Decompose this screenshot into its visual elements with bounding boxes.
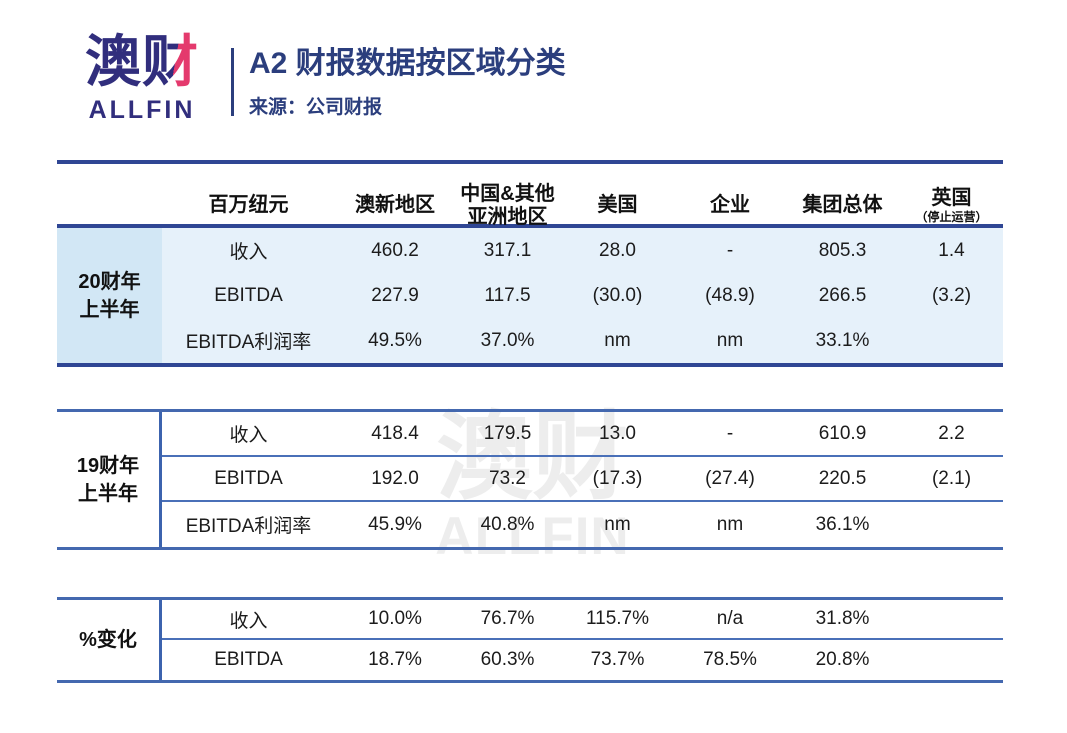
table-cell: 28.0 bbox=[599, 239, 636, 261]
row-label: EBITDA bbox=[162, 457, 335, 502]
watermark-en: ALLFIN bbox=[435, 507, 630, 566]
table-cell: (27.4) bbox=[675, 457, 785, 502]
table-cell: 192.0 bbox=[335, 457, 455, 502]
block-pct-change: %变化 收入 10.0% 76.7% 115.7% n/a 31.8% EBIT… bbox=[57, 597, 1003, 683]
table-cell: nm bbox=[716, 513, 744, 535]
table-cell: (2.1) bbox=[900, 457, 1003, 502]
financial-table: 澳财 ALLFIN 百万纽元 澳新地区 中国&其他 亚洲地区 美国 企业 集团总… bbox=[57, 160, 1003, 683]
table-cell: 45.9% bbox=[368, 513, 422, 535]
row-label: 收入 bbox=[162, 600, 335, 640]
table-cell: 49.5% bbox=[368, 329, 422, 351]
table-cell: 610.9 bbox=[785, 412, 900, 457]
table-cell: 13.0 bbox=[560, 412, 675, 457]
logo-cn-text: 澳财 bbox=[62, 34, 222, 90]
table-cell: - bbox=[726, 239, 734, 261]
table-cell: n/a bbox=[675, 600, 785, 640]
table-cell: nm bbox=[604, 513, 631, 535]
table-cell: 179.5 bbox=[455, 412, 560, 457]
table-cell: 36.1% bbox=[815, 513, 870, 535]
table-cell: 76.7% bbox=[455, 600, 560, 640]
table-cell: 317.1 bbox=[483, 239, 532, 261]
block-spacer bbox=[57, 367, 1003, 409]
table-cell: 115.7% bbox=[560, 600, 675, 640]
header-col-china-asia: 中国&其他 亚洲地区 bbox=[460, 182, 555, 228]
group-label-fy19: 19财年 上半年 bbox=[57, 412, 162, 547]
brand-logo: 澳财 ALLFIN bbox=[62, 34, 222, 125]
table-cell: 418.4 bbox=[335, 412, 455, 457]
table-cell: (3.2) bbox=[931, 284, 972, 306]
row-label: EBITDA bbox=[214, 284, 283, 306]
logo-en-text: ALLFIN bbox=[88, 96, 196, 124]
table-cell: 227.9 bbox=[371, 284, 419, 306]
table-cell: 73.7% bbox=[590, 649, 645, 670]
logo-char-ao: 澳 bbox=[85, 30, 142, 93]
block-fy20-h1: 20财年 上半年 收入 460.2 317.1 28.0 - 805.3 1.4… bbox=[57, 228, 1003, 367]
table-cell: (17.3) bbox=[560, 457, 675, 502]
header-col-uk-sublabel: （停止运营） bbox=[915, 210, 988, 224]
table-cell: 2.2 bbox=[900, 412, 1003, 457]
header-col-corporate: 企业 bbox=[710, 194, 750, 217]
header-col-anz: 澳新地区 bbox=[355, 194, 435, 217]
table-cell: 78.5% bbox=[703, 649, 757, 670]
table-cell: 220.5 bbox=[785, 457, 900, 502]
table-cell: (30.0) bbox=[592, 284, 643, 306]
table-cell: 73.2 bbox=[455, 457, 560, 502]
header-col-uk: 英国 （停止运营） bbox=[900, 164, 1003, 248]
header-col-uk-label: 英国 bbox=[931, 187, 972, 209]
row-label: 收入 bbox=[229, 242, 268, 263]
group-label-pct-change: %变化 bbox=[57, 600, 162, 680]
table-cell: 1.4 bbox=[938, 239, 965, 261]
table-cell: 40.8% bbox=[480, 513, 535, 535]
group-label-fy20: 20财年 上半年 bbox=[57, 228, 162, 363]
table-cell: 10.0% bbox=[335, 600, 455, 640]
row-label: EBITDA利润率 bbox=[185, 516, 312, 537]
table-cell: 60.3% bbox=[480, 649, 535, 670]
watermark-cn: 澳财 bbox=[436, 404, 629, 511]
title-block: A2 财报数据按区域分类 来源：公司财报 bbox=[249, 46, 566, 119]
page-title: A2 财报数据按区域分类 bbox=[249, 47, 566, 80]
block-fy19-h1: 19财年 上半年 收入 418.4 179.5 13.0 - 610.9 2.2… bbox=[57, 409, 1003, 550]
table-cell: nm bbox=[716, 329, 744, 351]
table-cell: (48.9) bbox=[705, 284, 755, 306]
header-unit: 百万纽元 bbox=[208, 194, 289, 217]
logo-char-cai: 财 bbox=[142, 30, 199, 93]
table-cell: - bbox=[675, 412, 785, 457]
watermark: 澳财 ALLFIN bbox=[425, 404, 640, 566]
table-cell: 460.2 bbox=[371, 239, 419, 261]
table-cell: 18.7% bbox=[368, 649, 422, 670]
row-label: EBITDA利润率 bbox=[185, 332, 312, 353]
table-cell: nm bbox=[604, 329, 631, 351]
table-cell: 20.8% bbox=[815, 649, 870, 670]
page-source: 来源：公司财报 bbox=[249, 97, 383, 118]
row-label: EBITDA bbox=[214, 649, 283, 670]
table-cell: 33.1% bbox=[815, 329, 870, 351]
header-col-group: 集团总体 bbox=[802, 194, 883, 217]
header-col-us: 美国 bbox=[597, 194, 638, 217]
table-cell: 117.5 bbox=[484, 284, 531, 306]
table-cell bbox=[900, 600, 1003, 640]
title-divider bbox=[231, 48, 234, 116]
table-cell: 37.0% bbox=[480, 329, 535, 351]
table-cell: 266.5 bbox=[818, 284, 867, 306]
row-label: 收入 bbox=[162, 412, 335, 457]
table-cell: 805.3 bbox=[818, 239, 867, 261]
table-cell: 31.8% bbox=[785, 600, 900, 640]
table-header-row: 百万纽元 澳新地区 中国&其他 亚洲地区 美国 企业 集团总体 英国 （停止运营… bbox=[57, 160, 1003, 228]
